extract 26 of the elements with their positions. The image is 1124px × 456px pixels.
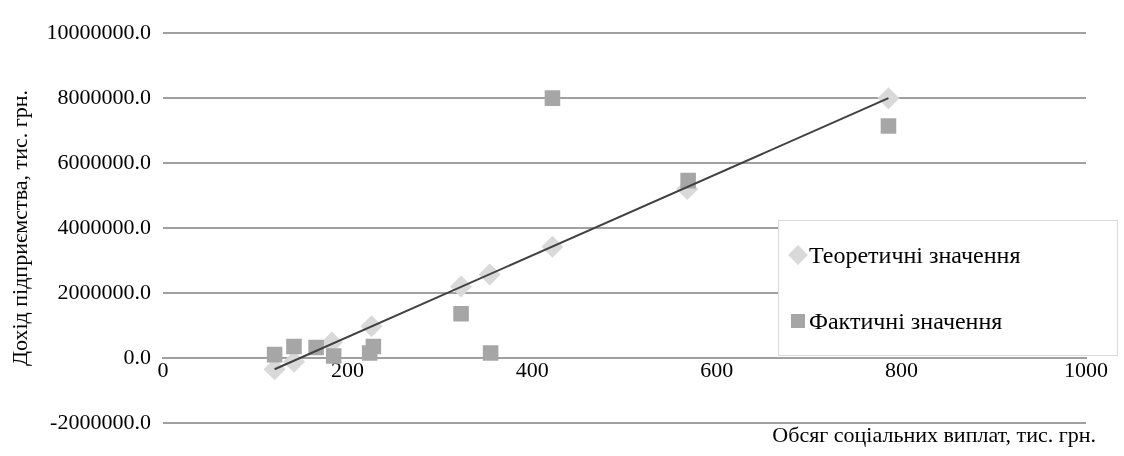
x-tick-label: 600 (700, 356, 734, 382)
y-axis-title: Дохід підприємства, тис. грн. (6, 90, 32, 366)
point (266, 346, 283, 363)
x-tick-label: 400 (515, 356, 549, 382)
y-tick-label: 6000000.0 (57, 148, 151, 174)
point (325, 348, 342, 364)
point (877, 87, 900, 110)
legend-label: Теоретичні значення (809, 241, 1021, 269)
x-tick-label: 0 (157, 356, 169, 382)
x-tick-label: 1000 (1064, 356, 1108, 382)
point (544, 90, 561, 106)
y-tick-label: -2000000.0 (50, 408, 151, 434)
point (482, 345, 499, 361)
y-tick-label: 2000000.0 (57, 278, 151, 304)
x-axis-title: Обсяг соціальних виплат, тис. грн. (772, 421, 1096, 447)
point (880, 118, 897, 134)
x-tick-label: 800 (884, 356, 918, 382)
point (365, 338, 382, 355)
x-tick-label: 200 (331, 356, 365, 382)
y-tick-label: 4000000.0 (57, 213, 151, 239)
y-tick-label: 0.0 (123, 343, 151, 369)
legend-label: Фактичні значення (809, 307, 1003, 335)
point (286, 338, 302, 355)
y-tick-label: 10000000.0 (46, 18, 151, 44)
y-tick-label: 8000000.0 (57, 83, 151, 109)
point (453, 305, 469, 322)
